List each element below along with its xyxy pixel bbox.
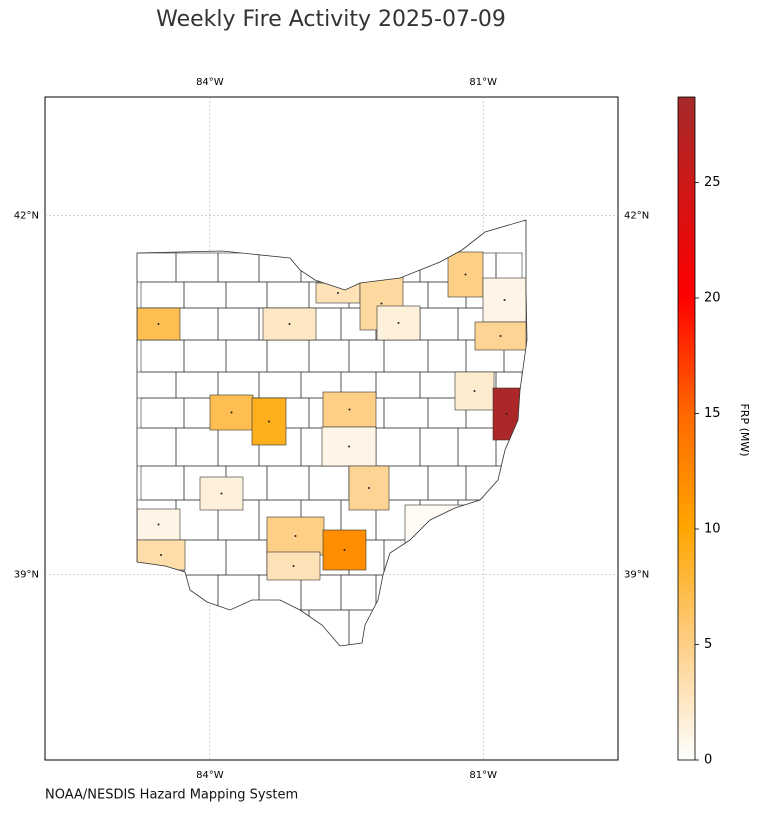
fire-dot xyxy=(288,323,291,325)
colorbar-tick-label: 15 xyxy=(704,406,721,421)
county xyxy=(427,609,467,646)
fire-dot xyxy=(348,445,350,448)
state-outline xyxy=(136,219,528,647)
county xyxy=(225,609,268,646)
fire-dot xyxy=(434,524,436,526)
county xyxy=(495,499,523,541)
colorbar xyxy=(677,96,696,761)
source-note: NOAA/NESDIS Hazard Mapping System xyxy=(45,788,298,803)
fire-dot xyxy=(505,413,508,415)
x-tick-label: 81°W xyxy=(469,77,497,88)
y-tick-label: 39°N xyxy=(624,570,649,581)
colorbar-tick-label: 20 xyxy=(704,290,721,305)
county xyxy=(465,539,505,576)
map-frame xyxy=(44,96,619,761)
fire-dot xyxy=(294,535,297,537)
x-tick-label: 81°W xyxy=(469,770,497,781)
fire-dot xyxy=(337,292,339,294)
fire-dot xyxy=(157,523,160,526)
fire-dot xyxy=(368,487,370,489)
colorbar-tick-label: 10 xyxy=(704,521,721,536)
county xyxy=(495,574,523,611)
fire-dot xyxy=(220,492,223,495)
county xyxy=(340,252,377,283)
county xyxy=(140,609,185,646)
colorbar-tick-label: 5 xyxy=(704,637,712,652)
county xyxy=(503,465,527,501)
fire-dot xyxy=(292,565,295,567)
county xyxy=(503,609,527,646)
county xyxy=(183,609,227,646)
x-tick-label: 84°W xyxy=(196,77,224,88)
county xyxy=(427,539,467,576)
fire-dot xyxy=(160,554,162,556)
county xyxy=(266,609,310,646)
county xyxy=(375,574,421,611)
fire-dot xyxy=(230,411,233,414)
county xyxy=(465,609,505,646)
county xyxy=(383,609,429,646)
county xyxy=(419,574,459,611)
colorbar-tick-label: 25 xyxy=(704,175,721,190)
fire-dot xyxy=(268,420,270,423)
y-tick-label: 39°N xyxy=(14,570,39,581)
fire-dot xyxy=(380,302,383,305)
fire-dot xyxy=(348,408,351,411)
fire-dot xyxy=(397,322,400,324)
y-tick-label: 42°N xyxy=(14,210,39,221)
county xyxy=(137,574,177,611)
county xyxy=(503,539,527,576)
map-title: Weekly Fire Activity 2025-07-09 xyxy=(156,7,506,32)
fire-dot xyxy=(343,549,346,551)
fire-dot xyxy=(473,390,476,392)
colorbar-tick-label: 0 xyxy=(704,753,712,768)
fire-dot xyxy=(499,335,502,337)
x-tick-label: 84°W xyxy=(196,770,224,781)
colorbar-label: FRP (MW) xyxy=(738,403,751,456)
fire-dot xyxy=(503,299,506,301)
fire-dot xyxy=(464,273,467,276)
y-tick-label: 42°N xyxy=(624,210,649,221)
county xyxy=(457,499,497,541)
fire-county xyxy=(404,504,466,546)
fire-dot xyxy=(157,323,160,325)
county xyxy=(457,574,497,611)
